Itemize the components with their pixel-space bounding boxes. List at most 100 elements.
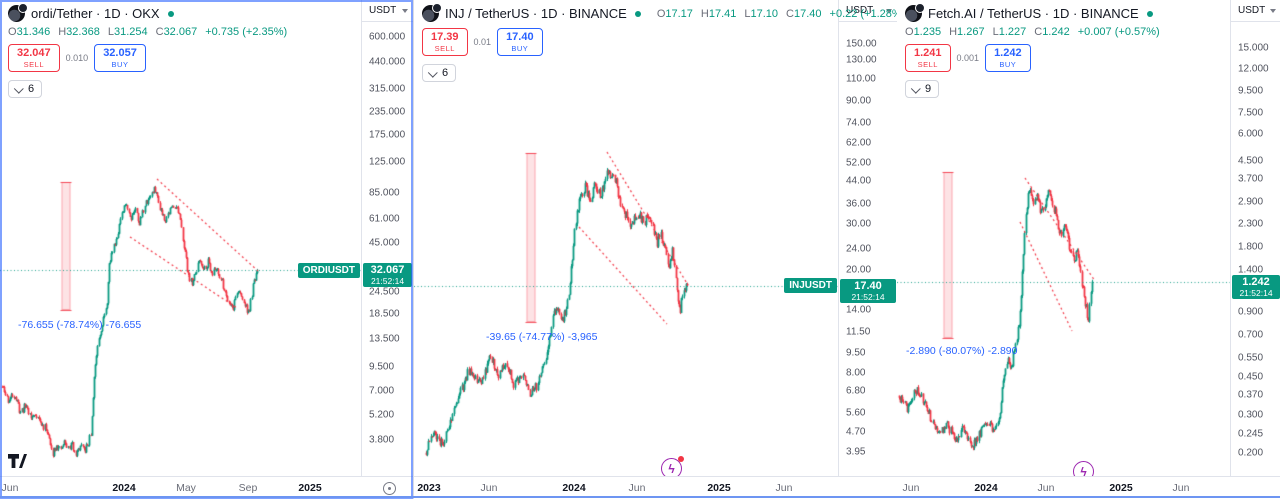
price-tick-label: 4.70	[846, 426, 866, 438]
ohlc-pair: C32.067	[156, 26, 198, 38]
sell-button[interactable]: 32.047 SELL	[8, 44, 60, 72]
buy-price: 1.242	[994, 47, 1022, 59]
price-tick-label: 45.000	[369, 237, 400, 249]
trade-buttons: 32.047 SELL 0.010 32.057 BUY	[8, 44, 287, 72]
sell-label: SELL	[917, 60, 938, 69]
currency-selector[interactable]: USDT	[362, 0, 413, 22]
ohlc-pair: C17.40	[786, 8, 821, 20]
buy-button[interactable]: 1.242 BUY	[985, 44, 1031, 72]
symbol-title-row: ordi/Tether · 1D · OKX	[8, 3, 287, 22]
time-tick-label: 2023	[417, 482, 441, 494]
ohlc-value: 1.242	[1042, 26, 1070, 38]
time-tick-label: 2024	[112, 482, 136, 494]
time-tick-label: May	[176, 482, 196, 494]
price-axis[interactable]: USDT 15.000 12.000 9.500 7.500 6.000 4.500 3.7…	[1230, 0, 1280, 477]
ohlc-key: O	[8, 26, 17, 38]
chart-legend: Fetch.AI / TetherUS · 1D · BINANCE O1.23…	[905, 3, 1160, 98]
ohlc-key: H	[58, 26, 67, 38]
time-tick-label: 2024	[562, 482, 586, 494]
time-tick-label: Jun	[480, 482, 498, 494]
buy-button[interactable]: 17.40 BUY	[497, 28, 543, 56]
ohlc-pair: L31.254	[108, 26, 148, 38]
ohlc-key: C	[155, 26, 164, 38]
candlestick-chart[interactable]	[0, 0, 362, 477]
chart-legend: ordi/Tether · 1D · OKX O31.346 H32.368 L31…	[8, 3, 287, 98]
price-tick-label: 7.000	[369, 385, 395, 397]
buy-button[interactable]: 32.057 BUY	[94, 44, 146, 72]
spread-value: 0.001	[956, 53, 980, 63]
last-price-badge: 32.067 21:52:14	[363, 263, 412, 288]
price-tick-label: 8.00	[846, 367, 866, 379]
price-tick-label: 24.500	[369, 286, 400, 298]
bar-countdown: 21:52:14	[851, 291, 885, 302]
price-tick-label: 175.000	[369, 129, 406, 141]
currency-selector[interactable]: USDT	[1231, 0, 1280, 22]
ohlc-key: H	[700, 7, 709, 20]
price-tick-label: 85.000	[369, 187, 400, 199]
candlestick-chart[interactable]	[414, 0, 839, 477]
price-tick-label: 7.500	[1238, 107, 1264, 119]
currency-label: USDT	[1238, 5, 1266, 16]
ohlc-pair: L17.10	[744, 8, 778, 20]
indicator-count: 6	[442, 67, 449, 79]
sell-price: 17.39	[431, 31, 459, 43]
indicators-collapse-toggle[interactable]: 9	[905, 80, 940, 98]
price-tick-label: 12.000	[1238, 63, 1269, 75]
price-axis[interactable]: USDT 150.00 130.00 110.00 90.00 74.00 62.00 52…	[838, 0, 897, 477]
price-tick-label: 4.500	[1238, 155, 1264, 167]
time-axis[interactable]: Jun 2024 May Sep 2025	[0, 476, 413, 499]
ohlc-change: +0.22 (+1.28%)	[829, 7, 897, 20]
price-tick-label: 61.000	[369, 213, 400, 225]
price-tick-label: 110.00	[846, 73, 876, 85]
price-axis[interactable]: USDT 600.000 440.000 315.000 235.000 175.000…	[361, 0, 413, 477]
price-tick-label: 125.000	[369, 156, 406, 168]
price-tick-label: 18.500	[369, 308, 400, 320]
ohlc-key: C	[1034, 26, 1043, 38]
realtime-dot-icon	[167, 10, 174, 17]
price-tick-label: 3.800	[369, 434, 395, 446]
buy-label: BUY	[999, 60, 1017, 69]
chevron-down-icon	[910, 83, 921, 94]
tradingview-logo[interactable]	[8, 454, 27, 473]
chart-panel: ordi/Tether · 1D · OKX O31.346 H32.368 L31…	[0, 0, 413, 499]
symbol-icon	[8, 3, 28, 22]
ohlc-value: 32.067	[163, 26, 198, 38]
symbol-title[interactable]: ordi/Tether · 1D · OKX	[31, 6, 160, 21]
price-tick-label: 0.450	[1238, 371, 1264, 383]
symbol-title[interactable]: Fetch.AI / TetherUS · 1D · BINANCE	[928, 6, 1139, 21]
chart-legend: INJ / TetherUS · 1D · BINANCE O17.17 H17.…	[422, 3, 897, 82]
ohlc-key: O	[905, 26, 914, 38]
time-tick-label: Jun	[775, 482, 793, 494]
candlestick-chart[interactable]	[897, 0, 1231, 477]
bar-countdown: 21:52:14	[370, 276, 405, 287]
symbol-title[interactable]: INJ / TetherUS · 1D · BINANCE	[445, 6, 627, 21]
currency-selector[interactable]: USDT	[839, 0, 897, 22]
time-axis[interactable]: Jun 2024 Jun 2025 Jun	[897, 476, 1280, 499]
time-tick-label: Jun	[628, 482, 646, 494]
price-tick-label: 440.000	[369, 56, 406, 68]
last-price-badge: 1.242 21:52:14	[1232, 274, 1280, 299]
last-price-badge: 17.40 21:52:14	[840, 278, 896, 303]
price-tick-label: 1.800	[1238, 241, 1264, 253]
scroll-to-realtime-icon[interactable]	[383, 482, 396, 495]
indicators-collapse-toggle[interactable]: 6	[8, 80, 43, 98]
time-tick-label: Jun	[1037, 482, 1055, 494]
chevron-down-icon	[1270, 8, 1276, 13]
price-tick-label: 90.00	[846, 95, 872, 107]
ohlc-values: O1.235 H1.267 L1.227 C1.242 +0.007 (+0.57%)	[905, 26, 1160, 38]
price-tick-label: 315.000	[369, 83, 406, 95]
price-tick-label: 0.370	[1238, 389, 1264, 401]
sell-button[interactable]: 17.39 SELL	[422, 28, 468, 56]
price-tick-label: 52.00	[846, 157, 872, 169]
price-tick-label: 20.00	[846, 264, 872, 276]
sell-button[interactable]: 1.241 SELL	[905, 44, 951, 72]
ohlc-value: 31.346	[16, 26, 51, 38]
price-tick-label: 15.000	[1238, 42, 1269, 54]
time-axis[interactable]: 2023 Jun 2024 Jun 2025 Jun	[414, 476, 897, 499]
price-tick-label: 3.700	[1238, 173, 1264, 185]
indicators-collapse-toggle[interactable]: 6	[422, 64, 457, 82]
symbol-price-label: INJUSDT	[784, 278, 837, 293]
symbol-icon	[905, 3, 925, 22]
price-tick-label: 62.00	[846, 137, 872, 149]
